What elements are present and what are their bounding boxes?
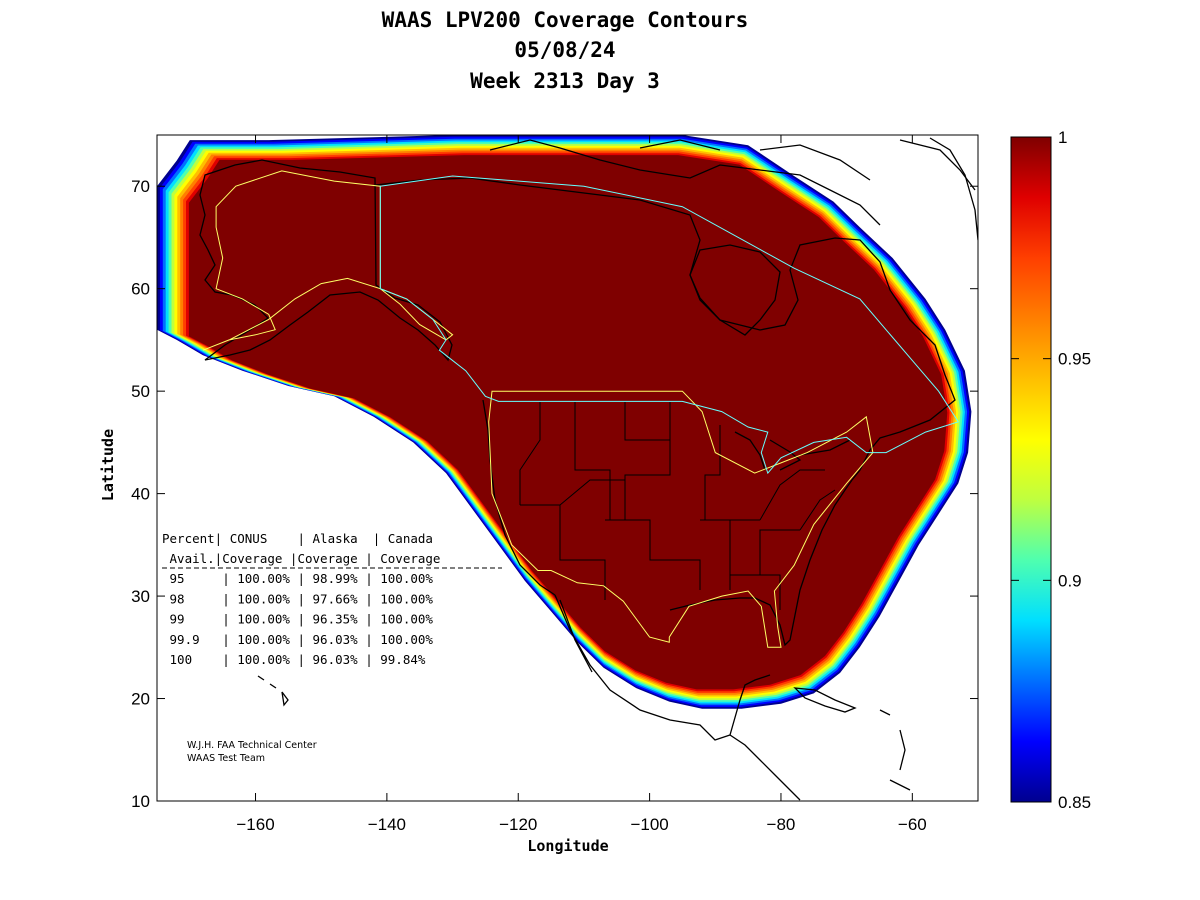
colorbar-tick-label: 0.9 xyxy=(1058,571,1082,590)
us-west-coast xyxy=(482,399,556,596)
x-tick-label: −60 xyxy=(898,815,927,834)
y-tick-label: 10 xyxy=(131,792,150,811)
axis-ticks: −160 −140 −120 −100 −80 −60 10 20 30 40 50 60 70 xyxy=(131,135,978,834)
x-tick-label: −100 xyxy=(630,815,668,834)
y-tick-label: 60 xyxy=(131,280,150,299)
great-lakes xyxy=(734,431,851,471)
coverage-contours xyxy=(157,135,972,709)
hawaii xyxy=(257,675,289,707)
baja-mexico-coast xyxy=(554,594,771,741)
x-tick-label: −80 xyxy=(767,815,796,834)
colorbar-tick-label: 0.95 xyxy=(1058,350,1091,369)
chart-title-line-2: 05/08/24 xyxy=(514,38,615,62)
table-row: 99.9 | 100.00% | 96.03% | 100.00% xyxy=(162,632,433,647)
region-boundaries xyxy=(202,170,960,648)
table-header-row-2: Avail.|Coverage |Coverage | Coverage xyxy=(162,551,440,566)
x-tick-label: −140 xyxy=(368,815,406,834)
colorbar: 1 0.95 0.9 0.85 xyxy=(1010,128,1091,812)
coastlines xyxy=(199,137,978,801)
state-boundaries xyxy=(519,402,836,610)
table-row: 99 | 100.00% | 96.35% | 100.00% xyxy=(162,612,433,627)
table-row: 95 | 100.00% | 98.99% | 100.00% xyxy=(162,571,433,586)
caribbean-islands xyxy=(879,709,911,791)
colorbar-frame xyxy=(1010,136,1052,803)
gulf-coast xyxy=(669,479,853,647)
credit-line-2: WAAS Test Team xyxy=(187,753,265,764)
credit-line-1: W.J.H. FAA Technical Center xyxy=(187,740,317,751)
hudson-bay xyxy=(689,244,781,336)
central-america xyxy=(729,734,801,801)
y-tick-label: 30 xyxy=(131,587,150,606)
coverage-table: Percent| CONUS | Alaska | Canada Avail.|… xyxy=(162,531,502,667)
plot-frame xyxy=(156,134,979,802)
arctic-islands xyxy=(489,139,976,226)
state-lines xyxy=(519,402,836,610)
chart-title-line-1: WAAS LPV200 Coverage Contours xyxy=(382,8,749,32)
conus-box-outline xyxy=(488,390,874,648)
chart-title-line-3: Week 2313 Day 3 xyxy=(470,69,660,93)
map-plot-area: −160 −140 −120 −100 −80 −60 10 20 30 40 50 60 70 xyxy=(131,134,979,834)
canada-coastline xyxy=(375,177,956,481)
x-axis-label: Longitude xyxy=(527,837,608,855)
alaska-coastline xyxy=(199,159,453,362)
y-tick-label: 20 xyxy=(131,690,150,709)
colorbar-tick-label: 0.85 xyxy=(1058,793,1091,812)
x-tick-label: −160 xyxy=(236,815,274,834)
table-row: 100 | 100.00% | 96.03% | 99.84% xyxy=(162,652,426,667)
colorbar-gradient xyxy=(1011,137,1051,802)
y-tick-label: 40 xyxy=(131,485,150,504)
y-axis-label: Latitude xyxy=(99,429,117,501)
y-tick-label: 50 xyxy=(131,382,150,401)
greenland xyxy=(929,137,978,241)
coverage-band-11 xyxy=(188,155,948,690)
y-tick-label: 70 xyxy=(131,177,150,196)
x-tick-label: −120 xyxy=(499,815,537,834)
colorbar-tick-label: 1 xyxy=(1058,128,1067,147)
cuba xyxy=(793,687,857,713)
table-header-row-1: Percent| CONUS | Alaska | Canada xyxy=(162,531,433,546)
table-row: 98 | 100.00% | 97.66% | 100.00% xyxy=(162,591,433,606)
canada-box-outline xyxy=(379,175,960,475)
